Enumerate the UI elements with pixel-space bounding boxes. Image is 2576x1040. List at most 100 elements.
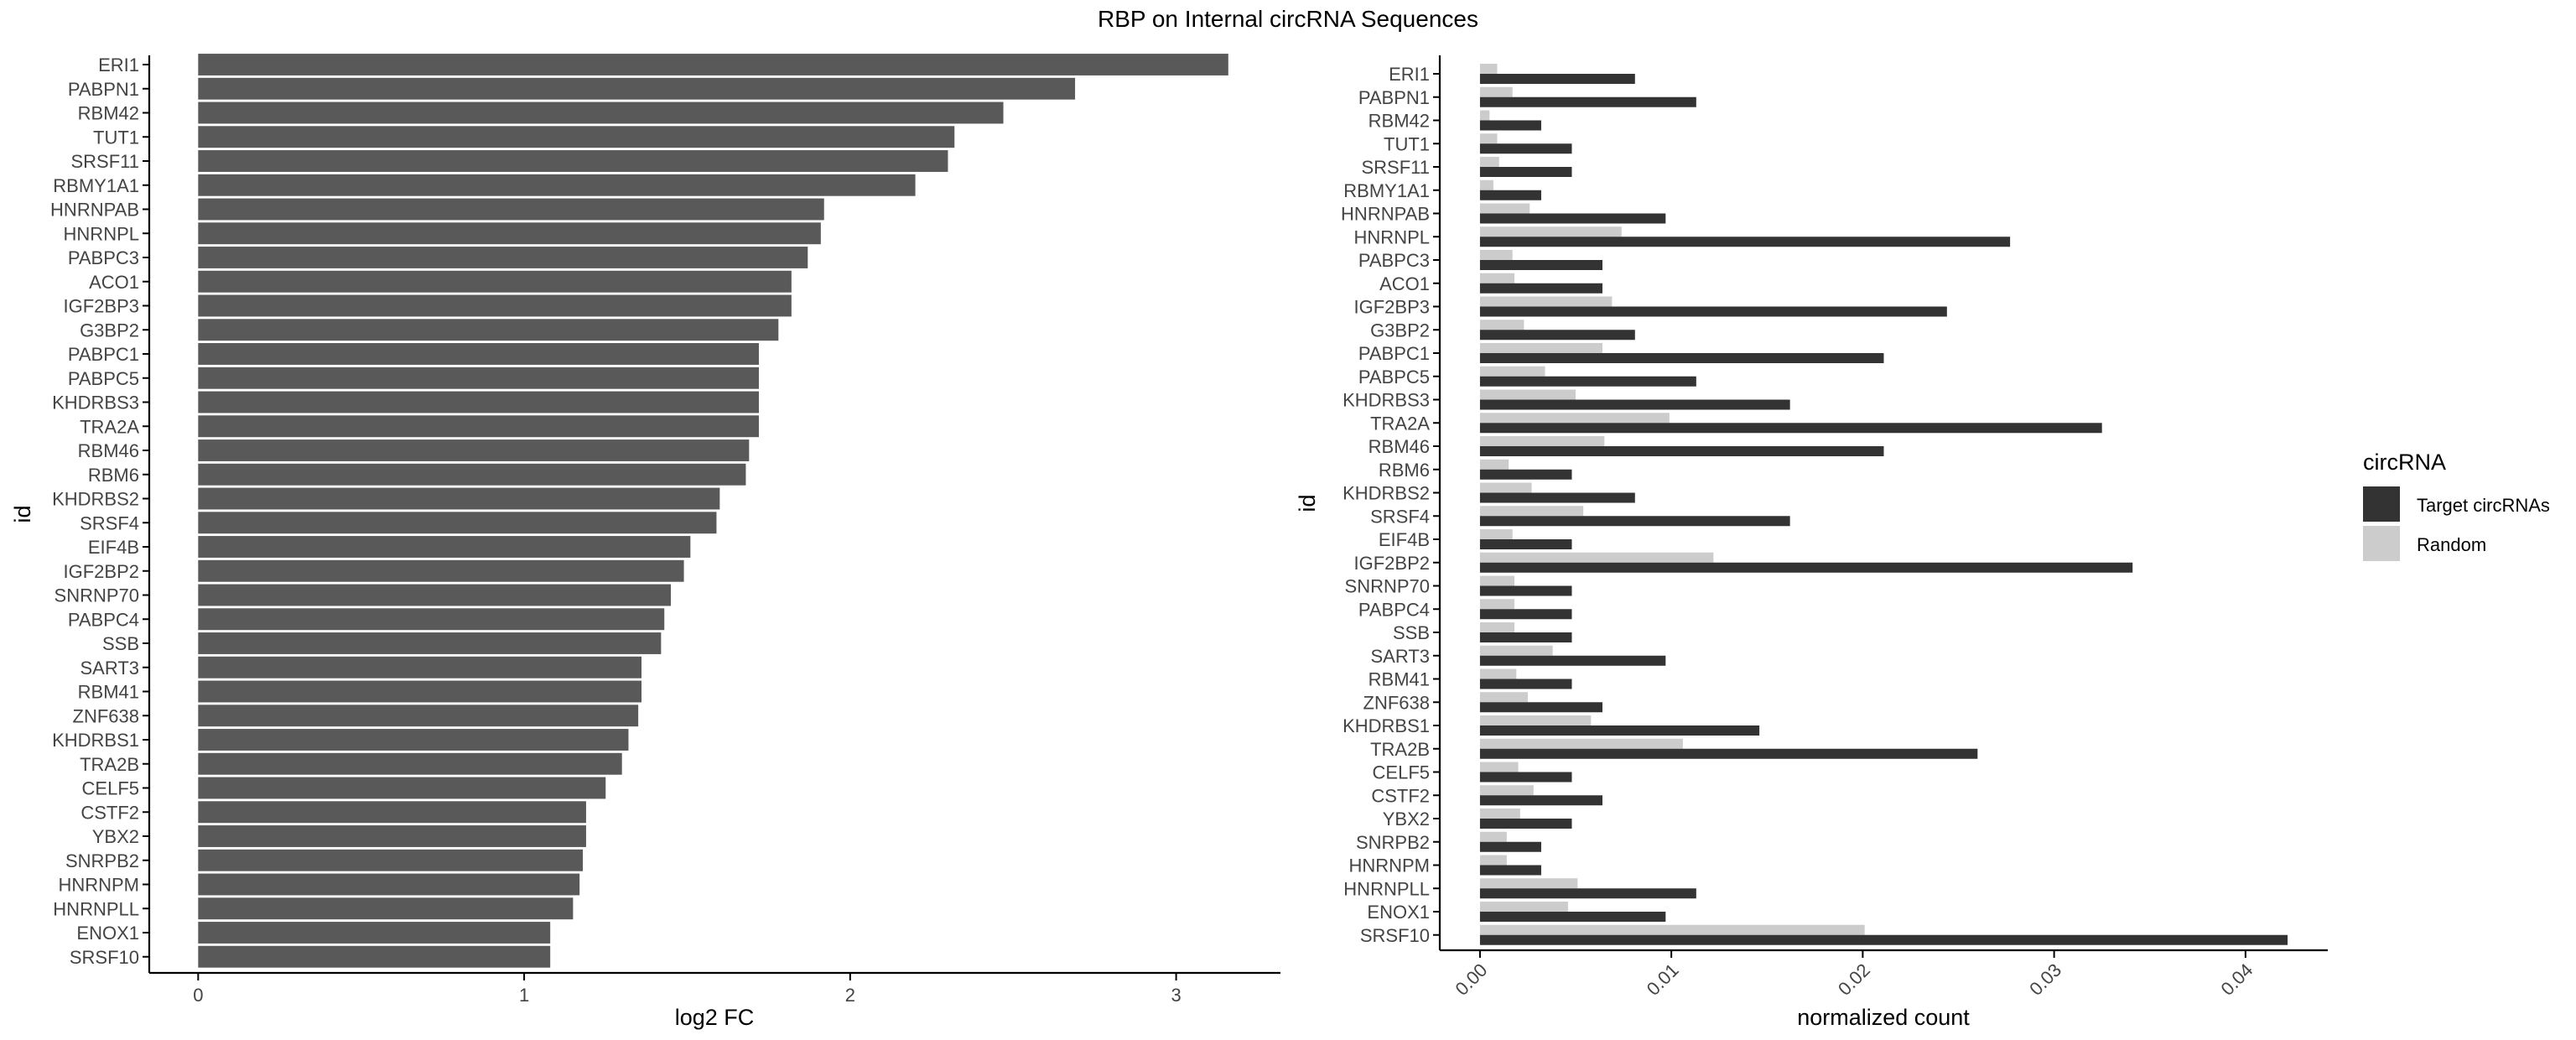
y-tick-label-khdrbs3: KHDRBS3 bbox=[1343, 390, 1430, 411]
y-tick-label-eif4b: EIF4B bbox=[88, 537, 139, 558]
bar-random-srsf4 bbox=[1479, 506, 1584, 517]
bar-log2fc-eri1 bbox=[198, 54, 1228, 75]
bar-random-enox1 bbox=[1479, 902, 1568, 912]
y-tick-label-sart3: SART3 bbox=[80, 658, 139, 679]
legend: circRNA Target circRNAs Random bbox=[2363, 450, 2550, 561]
y-tick-label-hnrnpl: HNRNPL bbox=[64, 223, 139, 244]
bar-log2fc-ybx2 bbox=[198, 825, 586, 847]
bar-random-khdrbs3 bbox=[1479, 389, 1576, 400]
y-tick-label-tra2b: TRA2B bbox=[1370, 739, 1430, 760]
bar-random-hnrnpl bbox=[1479, 226, 1622, 237]
y-tick-label-g3bp2: G3BP2 bbox=[1370, 320, 1430, 341]
y-tick-label-pabpn1: PABPN1 bbox=[68, 79, 139, 100]
y-tick-label-srsf11: SRSF11 bbox=[1361, 157, 1430, 178]
bar-target-khdrbs2 bbox=[1479, 492, 1635, 503]
bar-random-pabpc1 bbox=[1479, 343, 1602, 353]
bar-target-rbm6 bbox=[1479, 469, 1572, 480]
y-tick-label-igf2bp2: IGF2BP2 bbox=[64, 561, 139, 582]
bar-random-pabpc5 bbox=[1479, 366, 1545, 377]
y-tick-label-tut1: TUT1 bbox=[93, 127, 139, 148]
y-tick-label-hnrnpl: HNRNPL bbox=[1354, 226, 1430, 247]
y-tick-label-eif4b: EIF4B bbox=[1379, 529, 1430, 550]
y-tick-label-snrpb2: SNRPB2 bbox=[1356, 832, 1430, 853]
bar-log2fc-rbm6 bbox=[198, 463, 746, 486]
legend-swatch-random bbox=[2363, 526, 2400, 561]
bar-log2fc-rbmy1a1 bbox=[198, 174, 916, 196]
bar-log2fc-srsf11 bbox=[198, 150, 948, 172]
y-tick-label-cstf2: CSTF2 bbox=[1371, 785, 1430, 806]
y-tick-label-rbm6: RBM6 bbox=[1379, 460, 1430, 481]
right-panel: ERI1PABPN1RBM42TUT1SRSF11RBMY1A1HNRNPABH… bbox=[1295, 55, 2328, 1030]
legend-label-target: Target circRNAs bbox=[2417, 495, 2550, 516]
bar-target-rbmy1a1 bbox=[1479, 190, 1541, 200]
bar-random-rbm46 bbox=[1479, 436, 1605, 446]
y-tick-label-rbm41: RBM41 bbox=[1368, 669, 1430, 690]
right-plot-bars bbox=[1479, 64, 2288, 945]
bar-target-hnrnpl bbox=[1479, 237, 2011, 247]
left-x-ticks: 0 1 2 3 bbox=[193, 973, 1182, 1006]
bar-log2fc-cstf2 bbox=[198, 801, 586, 824]
bar-target-aco1 bbox=[1479, 283, 1602, 294]
bar-target-igf2bp2 bbox=[1479, 562, 2133, 573]
y-tick-label-khdrbs1: KHDRBS1 bbox=[1343, 715, 1430, 736]
y-tick-label-ybx2: YBX2 bbox=[92, 826, 139, 847]
right-x-axis-label: normalized count bbox=[1797, 1005, 1970, 1030]
bar-random-tut1 bbox=[1479, 133, 1498, 144]
y-tick-label-celf5: CELF5 bbox=[82, 778, 139, 799]
y-tick-label-eri1: ERI1 bbox=[98, 55, 139, 75]
y-tick-label-enox1: ENOX1 bbox=[1367, 902, 1430, 923]
bar-log2fc-pabpc4 bbox=[198, 608, 665, 631]
y-tick-label-pabpn1: PABPN1 bbox=[1358, 87, 1430, 108]
y-tick-label-rbm42: RBM42 bbox=[78, 103, 139, 124]
bar-target-srsf10 bbox=[1479, 934, 2288, 945]
bar-target-pabpc4 bbox=[1479, 609, 1572, 620]
bar-log2fc-srsf10 bbox=[198, 945, 551, 968]
bar-random-tra2b bbox=[1479, 738, 1683, 749]
left-y-tick-labels: ERI1PABPN1RBM42TUT1SRSF11RBMY1A1HNRNPABH… bbox=[50, 55, 149, 968]
y-tick-label-celf5: CELF5 bbox=[1373, 762, 1430, 783]
y-tick-label-hnrnpll: HNRNPLL bbox=[1343, 878, 1430, 899]
left-plot-bars bbox=[198, 54, 1228, 968]
right-y-tick-labels: ERI1PABPN1RBM42TUT1SRSF11RBMY1A1HNRNPABH… bbox=[1341, 64, 1440, 946]
x-tick-label: 0.00 bbox=[1452, 959, 1492, 1000]
x-tick-label: 0.02 bbox=[1834, 959, 1874, 1000]
right-x-ticks: 0.00 0.01 0.02 0.03 0.04 bbox=[1452, 950, 2257, 1000]
y-tick-label-tra2a: TRA2A bbox=[1370, 413, 1430, 434]
y-tick-label-pabpc5: PABPC5 bbox=[68, 368, 139, 389]
bar-target-srsf11 bbox=[1479, 167, 1572, 177]
bar-log2fc-snrnp70 bbox=[198, 584, 672, 606]
y-tick-label-igf2bp2: IGF2BP2 bbox=[1354, 553, 1430, 574]
bar-random-g3bp2 bbox=[1479, 320, 1524, 330]
y-tick-label-ssb: SSB bbox=[102, 633, 139, 654]
bar-target-snrnp70 bbox=[1479, 585, 1572, 596]
bar-random-khdrbs2 bbox=[1479, 482, 1532, 493]
y-tick-label-rbm46: RBM46 bbox=[1368, 436, 1430, 457]
bar-target-pabpc5 bbox=[1479, 376, 1696, 387]
bar-random-snrnp70 bbox=[1479, 575, 1515, 586]
y-tick-label-pabpc3: PABPC3 bbox=[1358, 250, 1430, 271]
bar-target-cstf2 bbox=[1479, 795, 1602, 806]
bar-target-sart3 bbox=[1479, 655, 1666, 666]
bar-random-znf638 bbox=[1479, 692, 1528, 703]
bar-target-hnrnpll bbox=[1479, 888, 1696, 899]
y-tick-label-pabpc4: PABPC4 bbox=[1358, 599, 1430, 620]
y-tick-label-g3bp2: G3BP2 bbox=[80, 320, 139, 341]
bar-random-rbmy1a1 bbox=[1479, 179, 1493, 190]
y-tick-label-znf638: ZNF638 bbox=[1363, 692, 1430, 713]
bar-log2fc-igf2bp3 bbox=[198, 294, 792, 317]
bar-log2fc-hnrnpll bbox=[198, 897, 574, 920]
left-panel: ERI1PABPN1RBM42TUT1SRSF11RBMY1A1HNRNPABH… bbox=[10, 54, 1280, 1030]
left-y-axis-label: id bbox=[10, 505, 35, 523]
bar-random-eif4b bbox=[1479, 529, 1513, 539]
y-tick-label-hnrnpab: HNRNPAB bbox=[50, 200, 139, 221]
y-tick-label-srsf10: SRSF10 bbox=[1360, 925, 1430, 946]
bar-target-celf5 bbox=[1479, 772, 1572, 783]
bar-target-tut1 bbox=[1479, 143, 1572, 154]
bar-target-pabpn1 bbox=[1479, 96, 1696, 107]
bar-random-hnrnpll bbox=[1479, 878, 1578, 889]
bar-random-aco1 bbox=[1479, 273, 1515, 283]
bar-target-ssb bbox=[1479, 632, 1572, 642]
y-tick-label-khdrbs2: KHDRBS2 bbox=[1343, 483, 1430, 504]
bar-random-srsf11 bbox=[1479, 157, 1499, 167]
bar-target-tra2a bbox=[1479, 423, 2102, 434]
